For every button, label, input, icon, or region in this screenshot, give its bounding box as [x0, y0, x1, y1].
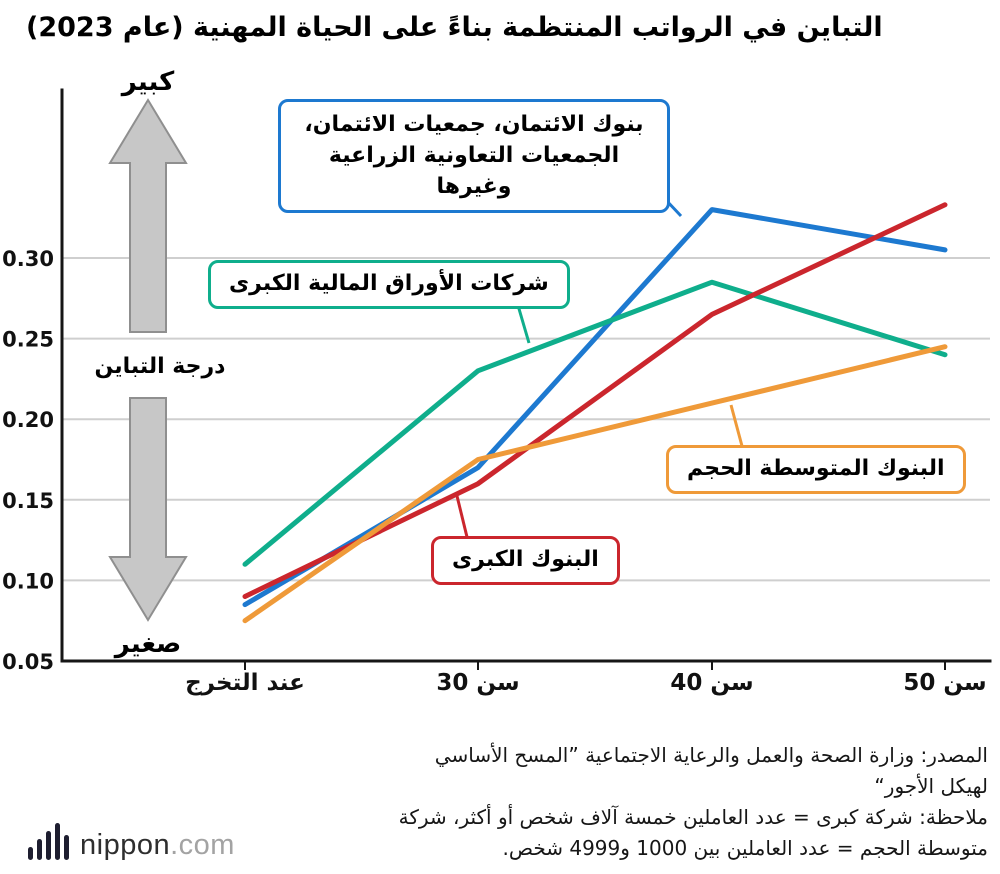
series-lines: [242, 202, 948, 624]
y-tick-label: 0.15: [2, 489, 54, 513]
y-tick-label: 0.25: [2, 328, 54, 352]
y-tick-label: 0.10: [2, 569, 54, 593]
leader-line-major-banks: [455, 495, 469, 538]
logo-text: nippon: [80, 829, 171, 861]
x-tick-marks: [244, 661, 946, 670]
y-tick-label: 0.30: [2, 247, 54, 271]
soundwave-bars-icon: [28, 823, 69, 860]
x-axis-label: عند التخرج: [185, 670, 305, 696]
y-tick-label: 0.20: [2, 408, 54, 432]
y-tick-labels: 0.05 0.10 0.15 0.20 0.25 0.30: [2, 247, 54, 674]
arrow-down-icon: [108, 397, 188, 622]
x-axis-label: سن 40: [670, 670, 754, 696]
nippon-logo: nippon.com: [28, 820, 235, 860]
callout-medium-banks: البنوك المتوسطة الحجم: [666, 445, 966, 494]
x-axis-label: سن 30: [436, 670, 520, 696]
callout-securities-firms: شركات الأوراق المالية الكبرى: [208, 260, 570, 309]
series-line-1: [242, 279, 948, 567]
label-large: كبير: [120, 67, 175, 97]
x-axis-label: سن 50: [903, 670, 987, 696]
callout-major-banks: البنوك الكبرى: [431, 536, 620, 585]
y-axis-title: درجة التباين: [95, 354, 226, 379]
source-note-block: المصدر: وزارة الصحة والعمل والرعاية الاج…: [308, 740, 988, 864]
logo-suffix: .com: [170, 829, 235, 861]
source-text: المصدر: وزارة الصحة والعمل والرعاية الاج…: [434, 743, 988, 798]
leader-line-medium-banks: [729, 404, 744, 447]
callout-credit-banks: بنوك الائتمان، جمعيات الائتمان، الجمعيات…: [278, 99, 670, 214]
label-small: صغير: [113, 629, 182, 659]
y-tick-label: 0.05: [2, 650, 54, 674]
arrow-up-icon: [108, 98, 188, 333]
series-line-3: [242, 344, 948, 624]
note-text: ملاحظة: شركة كبرى = عدد العاملين خمسة آل…: [398, 805, 988, 860]
series-line-0: [242, 207, 948, 608]
logo-wordmark: nippon.com: [80, 831, 235, 860]
chart-title: التباين في الرواتب المنتظمة بناءً على ال…: [26, 12, 883, 43]
leader-line-securities: [515, 301, 531, 344]
